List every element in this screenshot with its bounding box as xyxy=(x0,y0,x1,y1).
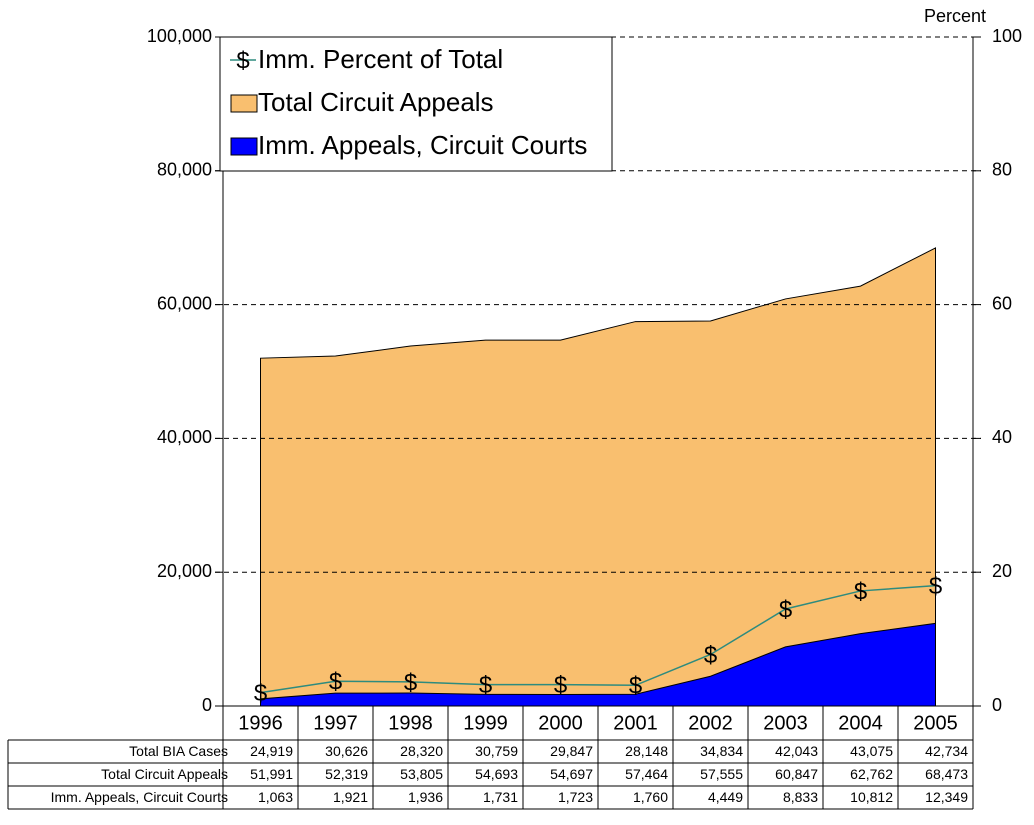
y2-tick-label: 0 xyxy=(992,695,1002,715)
legend-label: Imm. Appeals, Circuit Courts xyxy=(258,130,587,160)
legend: $ Imm. Percent of Total Total Circuit Appe… xyxy=(219,36,613,172)
y2-tick-label: 80 xyxy=(992,160,1012,180)
x-tick-label: 2002 xyxy=(688,712,733,734)
legend-swatch xyxy=(230,137,258,156)
table-cell: 54,693 xyxy=(475,766,518,782)
table-cell: 1,723 xyxy=(558,789,593,805)
table-cell: 30,626 xyxy=(325,743,368,759)
marker: $ xyxy=(404,669,417,696)
table-cell: 12,349 xyxy=(925,789,968,805)
table-row-label: Total BIA Cases xyxy=(129,743,228,759)
x-tick-label: 2001 xyxy=(613,712,658,734)
marker: $ xyxy=(779,596,792,623)
y-tick-label: 40,000 xyxy=(157,427,212,447)
x-tick-label: 1999 xyxy=(463,712,508,734)
marker: $ xyxy=(329,669,342,696)
table-cell: 30,759 xyxy=(475,743,518,759)
y2-tick-label: 20 xyxy=(992,561,1012,581)
table-row-label: Imm. Appeals, Circuit Courts xyxy=(51,789,228,805)
x-tick-label: 1996 xyxy=(238,712,283,734)
table-cell: 42,043 xyxy=(775,743,818,759)
table-cell: 1,760 xyxy=(633,789,668,805)
marker: $ xyxy=(254,680,267,707)
y2-tick-label: 60 xyxy=(992,293,1012,313)
table-cell: 68,473 xyxy=(925,766,968,782)
area xyxy=(260,247,936,707)
y2-tick-label: 100 xyxy=(992,26,1022,46)
marker: $ xyxy=(854,578,867,605)
y2-axis-title: Percent xyxy=(924,6,986,26)
marker: $ xyxy=(929,573,942,600)
y-tick-label: 0 xyxy=(202,695,212,715)
x-tick-label: 2000 xyxy=(538,712,583,734)
table-cell: 28,148 xyxy=(625,743,668,759)
x-tick-label: 1997 xyxy=(313,712,358,734)
marker: $ xyxy=(629,673,642,700)
table-cell: 57,555 xyxy=(700,766,743,782)
table-cell: 60,847 xyxy=(775,766,818,782)
line xyxy=(260,584,936,694)
table-cell: 52,319 xyxy=(325,766,368,782)
table-cell: 10,812 xyxy=(850,789,893,805)
x-tick-label: 2004 xyxy=(838,712,883,734)
y-tick-label: 60,000 xyxy=(157,293,212,313)
x-tick-label: 2005 xyxy=(913,712,958,734)
table-cell: 54,697 xyxy=(550,766,593,782)
table-cell: 28,320 xyxy=(400,743,443,759)
table-cell: 24,919 xyxy=(250,743,293,759)
table-cell: 62,762 xyxy=(850,766,893,782)
marker: $ xyxy=(704,642,717,669)
table-cell: 57,464 xyxy=(625,766,668,782)
area xyxy=(260,622,936,707)
marker: $ xyxy=(554,672,567,699)
legend-box xyxy=(219,36,613,172)
y-tick-label: 80,000 xyxy=(157,160,212,180)
x-tick-label: 1998 xyxy=(388,712,433,734)
x-tick-label: 2003 xyxy=(763,712,808,734)
table-cell: 51,991 xyxy=(250,766,293,782)
legend-label: Total Circuit Appeals xyxy=(258,87,494,117)
table-cell: 1,921 xyxy=(333,789,368,805)
table-cell: 1,063 xyxy=(258,789,293,805)
marker: $ xyxy=(479,672,492,699)
y-tick-label: 100,000 xyxy=(147,26,212,46)
table-cell: 29,847 xyxy=(550,743,593,759)
legend-swatch xyxy=(230,94,258,113)
y-tick-label: 20,000 xyxy=(157,561,212,581)
legend-label: Imm. Percent of Total xyxy=(258,44,503,74)
table-cell: 1,731 xyxy=(483,789,518,805)
table-cell: 1,936 xyxy=(408,789,443,805)
table-cell: 43,075 xyxy=(850,743,893,759)
legend-marker: $ xyxy=(236,47,249,74)
table-cell: 53,805 xyxy=(400,766,443,782)
table-cell: 42,734 xyxy=(925,743,968,759)
table-cell: 4,449 xyxy=(708,789,743,805)
table-cell: 34,834 xyxy=(700,743,743,759)
table-row-label: Total Circuit Appeals xyxy=(101,766,228,782)
y2-tick-label: 40 xyxy=(992,427,1012,447)
table-cell: 8,833 xyxy=(783,789,818,805)
